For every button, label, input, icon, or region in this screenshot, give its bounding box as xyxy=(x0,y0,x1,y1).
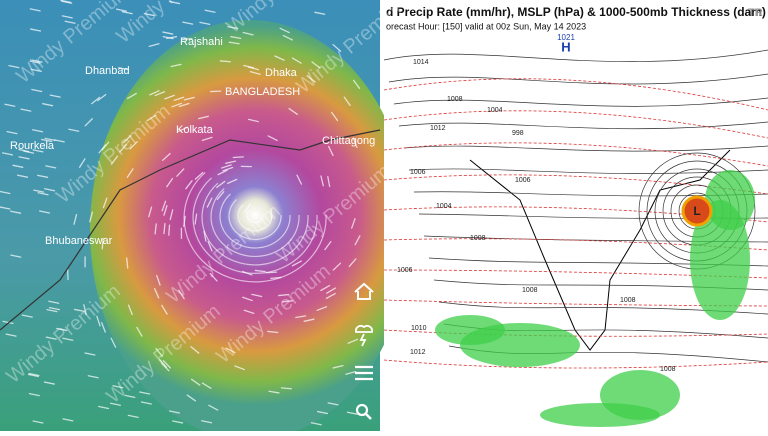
city-label: Rourkela xyxy=(10,140,55,152)
isobar-label: 1006 xyxy=(515,177,531,184)
city-label: Chittagong xyxy=(322,135,375,147)
city-label: Kolkata xyxy=(176,124,214,136)
chart-title: d Precip Rate (mm/hr), MSLP (hPa) & 1000… xyxy=(386,5,766,19)
isobar-label: 1006 xyxy=(397,267,413,274)
isobar-label: 1004 xyxy=(487,107,503,114)
precip-area xyxy=(705,170,755,230)
isobar-label: 1006 xyxy=(410,169,426,176)
wind-streak xyxy=(169,225,170,235)
high-value: 1021 xyxy=(557,33,575,42)
isobar-label: 1008 xyxy=(470,235,486,242)
isobar-label: 1004 xyxy=(436,203,452,210)
forecast-info: orecast Hour: [150] valid at 00z Sun, Ma… xyxy=(386,21,586,31)
isobar-label: 1014 xyxy=(413,59,429,66)
isobar-label: 1008 xyxy=(522,287,538,294)
isobar-label: 1010 xyxy=(411,325,427,332)
city-label: Bhubaneswar xyxy=(45,235,113,247)
isobar-label: 1012 xyxy=(430,125,446,132)
isobar-label: 1008 xyxy=(620,297,636,304)
corner-label: TR xyxy=(748,7,763,19)
isobar-label: 1012 xyxy=(410,349,426,356)
wind-streak xyxy=(220,61,230,62)
city-label: BANGLADESH xyxy=(225,86,300,98)
wind-streak xyxy=(233,157,243,158)
isobar-label: 1008 xyxy=(447,96,463,103)
isobar-label: 1008 xyxy=(660,366,676,373)
city-label: Dhanbad xyxy=(85,65,130,77)
low-label: L xyxy=(693,204,700,218)
precip-area xyxy=(435,315,505,345)
precip-area xyxy=(540,403,660,427)
city-label: Dhaka xyxy=(265,67,298,79)
isobar-label: 998 xyxy=(512,130,524,137)
city-label: Rajshahi xyxy=(180,36,223,48)
